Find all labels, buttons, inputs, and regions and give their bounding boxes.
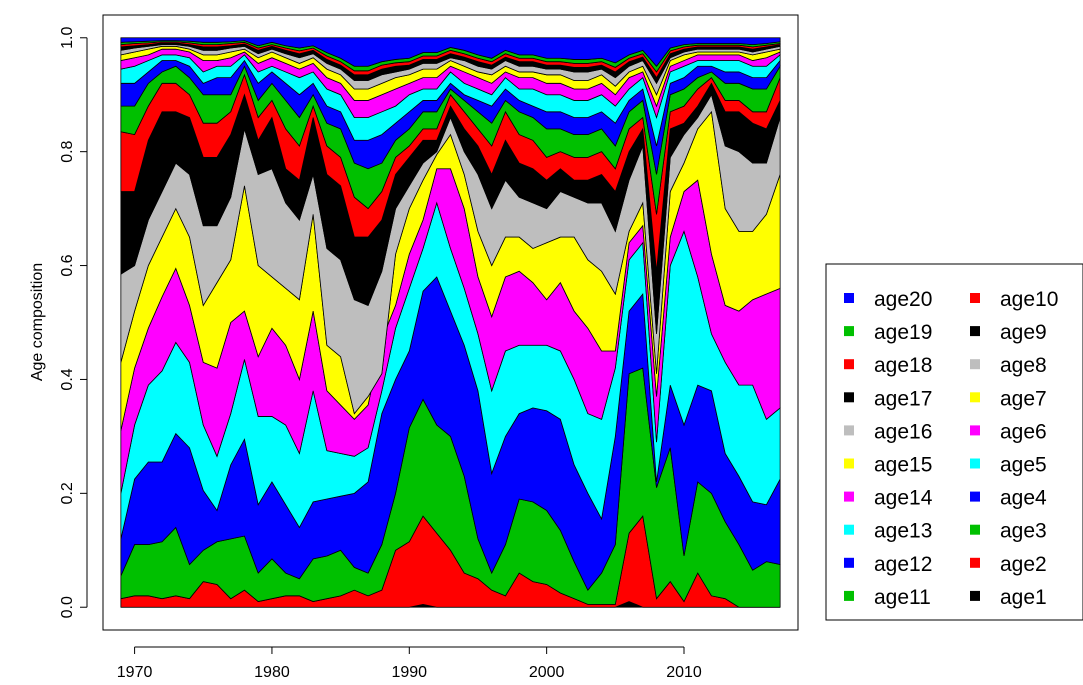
legend-label-age10: age10 <box>1000 288 1058 311</box>
legend-label-age3: age3 <box>1000 520 1047 543</box>
legend-label-age17: age17 <box>874 387 932 410</box>
legend-swatch-age12 <box>844 557 854 568</box>
legend-swatch-age17 <box>844 392 854 403</box>
legend-label-age12: age12 <box>874 553 932 576</box>
x-tick-label: 1990 <box>391 664 427 681</box>
legend-label-age14: age14 <box>874 487 933 510</box>
legend-label-age5: age5 <box>1000 454 1047 477</box>
legend-swatch-age4 <box>970 491 980 502</box>
legend-swatch-age20 <box>844 293 854 303</box>
x-tick-label: 2000 <box>529 664 565 681</box>
legend-swatch-age11 <box>844 590 854 601</box>
plot-border <box>102 14 799 631</box>
y-tick-label: 0.6 <box>59 254 76 276</box>
y-axis: 0.0 0.2 0.4 0.6 0.8 1.0 <box>59 27 88 618</box>
legend-label-age15: age15 <box>874 454 932 477</box>
legend-label-age9: age9 <box>1000 321 1047 344</box>
legend-swatch-age6 <box>970 425 980 436</box>
legend-swatch-age19 <box>844 326 854 337</box>
legend-swatch-age18 <box>844 359 854 370</box>
legend-label-age6: age6 <box>1000 420 1047 443</box>
y-tick-label: 0.0 <box>59 596 76 618</box>
legend-swatch-age1 <box>970 590 980 601</box>
legend-swatch-age2 <box>970 557 980 568</box>
legend-swatch-age16 <box>844 425 854 436</box>
legend-label-age4: age4 <box>1000 487 1047 510</box>
x-axis: 1970 1980 1990 2000 2010 <box>117 646 702 681</box>
legend-swatch-age13 <box>844 524 854 535</box>
y-axis-label: Age composition <box>29 263 46 381</box>
legend-label-age1: age1 <box>1000 586 1047 609</box>
plot-area <box>120 37 781 608</box>
legend-box <box>825 263 1083 621</box>
y-tick-label: 1.0 <box>59 27 76 49</box>
legend-swatch-age5 <box>970 458 980 469</box>
legend-label-age19: age19 <box>874 321 932 344</box>
legend-label-age7: age7 <box>1000 387 1047 410</box>
legend-swatch-age7 <box>970 392 980 403</box>
legend-swatch-age10 <box>970 293 980 303</box>
legend-label-age16: age16 <box>874 420 932 443</box>
legend-swatch-age8 <box>970 359 980 370</box>
y-tick-label: 0.2 <box>59 482 76 504</box>
band-age20 <box>120 37 781 67</box>
legend-label-age2: age2 <box>1000 553 1047 576</box>
x-tick-label: 1970 <box>117 664 153 681</box>
legend-swatch-age15 <box>844 458 854 469</box>
legend-swatch-age3 <box>970 524 980 535</box>
legend-label-age8: age8 <box>1000 354 1047 377</box>
x-tick-label: 1980 <box>254 664 290 681</box>
x-tick-label: 2010 <box>666 664 702 681</box>
legend-label-age13: age13 <box>874 520 932 543</box>
legend-swatch-age9 <box>970 326 980 337</box>
legend-label-age18: age18 <box>874 354 932 377</box>
y-tick-label: 0.4 <box>59 368 76 390</box>
legend-label-age20: age20 <box>874 288 932 311</box>
legend-label-age11: age11 <box>874 586 931 609</box>
legend-swatch-age14 <box>844 491 854 502</box>
legend: age20 age19 age18 age17 age16 age15 age14 age13… <box>825 263 1083 621</box>
y-tick-label: 0.8 <box>59 140 76 162</box>
